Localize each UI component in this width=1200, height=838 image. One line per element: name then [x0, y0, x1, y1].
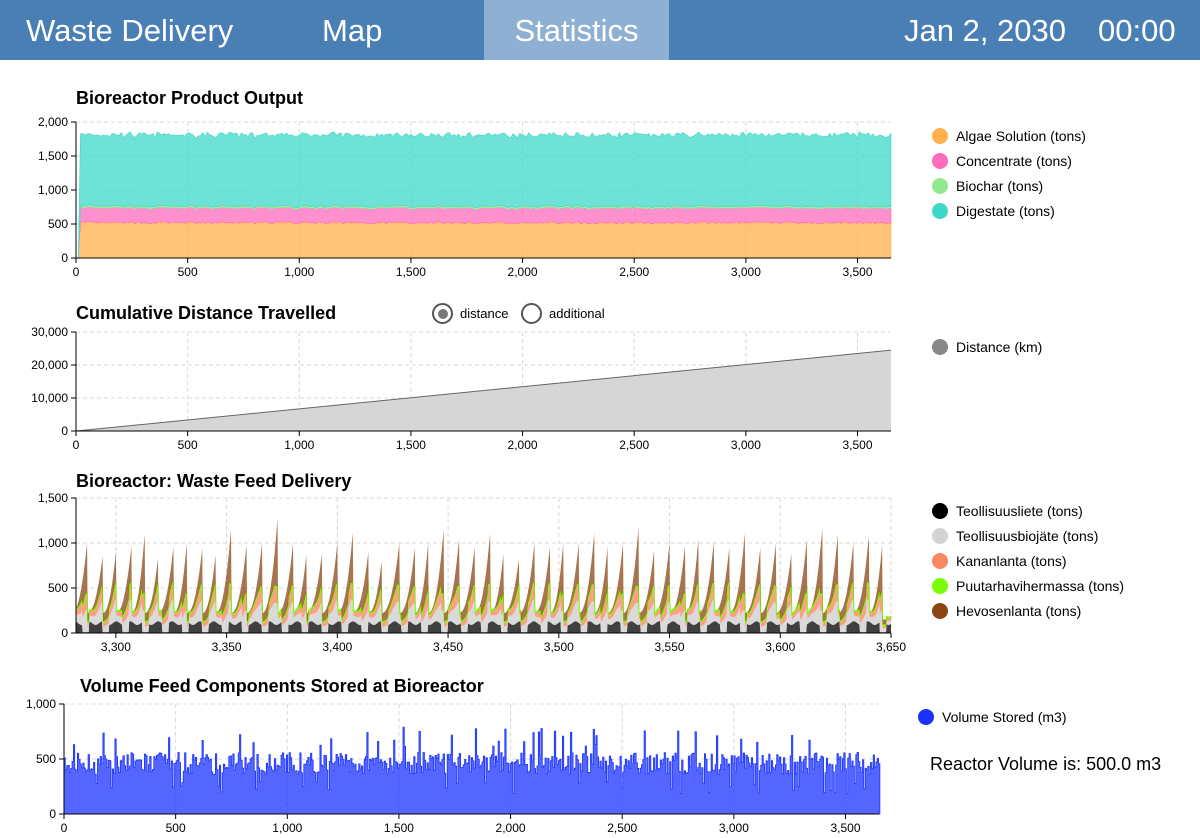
distance-title: Cumulative Distance Travelled	[76, 303, 337, 323]
radio-distance-label: distance	[460, 306, 509, 321]
volume-ytick-label-0: 0	[49, 807, 56, 821]
feed-area-1	[76, 599, 891, 633]
biochar-swatch	[932, 178, 948, 194]
legend-label-puutarhavihermassa: Puutarhavihermassa (tons)	[956, 578, 1125, 594]
product-output-chart: 0 500 1,000 1,500 2,000 0 500 1,000 1,500 2,000 2,…	[38, 115, 892, 279]
concentrate-swatch	[932, 153, 948, 169]
volume-xtick-label-1: 500	[166, 821, 186, 835]
tab-map[interactable]: Map	[322, 13, 383, 48]
distance-ytick-label-1: 10,000	[31, 391, 68, 405]
legend-label-volume: Volume Stored (m3)	[942, 709, 1067, 725]
waste-feed-title: Bioreactor: Waste Feed Delivery	[76, 471, 352, 491]
product-xtick-label-6: 3,000	[731, 265, 761, 279]
product-ytick-label-3: 1,500	[38, 149, 68, 163]
feed-xtick-label-6: 3,600	[765, 640, 795, 654]
distance-ytick-label-0: 0	[61, 424, 68, 438]
feed-xtick-label-5: 3,550	[655, 640, 685, 654]
distance-ytick-label-2: 20,000	[31, 358, 68, 372]
algae-swatch	[932, 128, 948, 144]
hevosenlanta-swatch	[932, 603, 948, 619]
distance-line	[75, 349, 892, 432]
current-date: Jan 2, 2030	[904, 13, 1067, 48]
volume-title: Volume Feed Components Stored at Bioreac…	[80, 676, 484, 696]
volume-swatch	[918, 709, 934, 725]
tab-statistics[interactable]: Statistics	[484, 0, 669, 60]
feed-xtick-label-4: 3,500	[544, 640, 574, 654]
distance-swatch	[932, 339, 948, 355]
product-xtick-label-2: 1,000	[284, 265, 314, 279]
distance-xtick-label-1: 500	[178, 438, 198, 452]
volume-area	[63, 726, 881, 815]
legend-label-concentrate: Concentrate (tons)	[956, 153, 1072, 169]
radio-additional-circle[interactable]	[521, 303, 542, 324]
legend-label-digestate: Digestate (tons)	[956, 203, 1055, 219]
volume-xtick-label-7: 3,500	[830, 821, 860, 835]
distance-xtick-label-2: 1,000	[284, 438, 314, 452]
teollisuusliete-swatch	[932, 503, 948, 519]
legend-label-distance: Distance (km)	[956, 339, 1043, 355]
product-ytick-label-2: 1,000	[38, 183, 68, 197]
volume-xtick-label-0: 0	[61, 821, 68, 835]
distance-xtick-label-5: 2,500	[619, 438, 649, 452]
digestate-swatch	[932, 203, 948, 219]
feed-area-2	[76, 583, 891, 629]
puutarhavihermassa-swatch	[932, 578, 948, 594]
product-output-title: Bioreactor Product Output	[76, 88, 304, 108]
product-xtick-label-0: 0	[73, 265, 80, 279]
distance-xtick-label-3: 1,500	[396, 438, 426, 452]
waste-feed-chart: 0 500 1,000 1,500 3,300 3,350 3,400 3,450 3,500 3…	[38, 491, 906, 654]
volume-xtick-label-5: 2,500	[607, 821, 637, 835]
product-ytick-label-1: 500	[48, 217, 68, 231]
product-area-3	[76, 131, 892, 259]
feed-area-3	[75, 581, 892, 626]
legend-label-biochar: Biochar (tons)	[956, 178, 1044, 194]
feed-xtick-label-7: 3,650	[876, 640, 906, 654]
volume-xtick-label-2: 1,000	[272, 821, 302, 835]
reactor-volume-text: Reactor Volume is: 500.0 m3	[930, 754, 1162, 774]
distance-xtick-label-7: 3,500	[842, 438, 872, 452]
feed-ytick-label-2: 1,000	[38, 536, 68, 550]
product-xtick-label-3: 1,500	[396, 265, 426, 279]
legend-label-kananlanta: Kananlanta (tons)	[956, 553, 1067, 569]
product-xtick-label-1: 500	[178, 265, 198, 279]
legend-label-algae: Algae Solution (tons)	[956, 128, 1086, 144]
volume-chart: 0 500 1,000 0 500 1,000 1,500 2,000 2,500 3,000 3,…	[26, 697, 881, 835]
product-ytick-label-0: 0	[61, 251, 68, 265]
distance-xtick-label-4: 2,000	[508, 438, 538, 452]
distance-xtick-label-6: 3,000	[731, 438, 761, 452]
feed-xtick-label-3: 3,450	[433, 640, 463, 654]
top-nav-bar: Waste Delivery Map Statistics Jan 2, 203…	[0, 0, 1200, 60]
volume-ytick-label-2: 1,000	[26, 697, 56, 711]
distance-chart: 0 10,000 20,000 30,000 0 500 1,000 1,500 2,000 2,…	[31, 325, 892, 452]
volume-xtick-label-6: 3,000	[719, 821, 749, 835]
product-ytick-label-4: 2,000	[38, 115, 68, 129]
feed-ytick-label-3: 1,500	[38, 491, 68, 505]
product-xtick-label-5: 2,500	[619, 265, 649, 279]
product-area-0	[76, 221, 892, 259]
legend-label-teollisuusbiojate: Teollisuusbiojäte (tons)	[956, 528, 1099, 544]
feed-ytick-label-0: 0	[61, 626, 68, 640]
feed-ytick-label-1: 500	[48, 581, 68, 595]
volume-xtick-label-3: 1,500	[384, 821, 414, 835]
app-title[interactable]: Waste Delivery	[26, 13, 234, 48]
feed-area-4	[76, 517, 891, 625]
feed-xtick-label-0: 3,300	[101, 640, 131, 654]
product-xtick-label-7: 3,500	[842, 265, 872, 279]
legend-label-teollisuusliete: Teollisuusliete (tons)	[956, 503, 1083, 519]
teollisuusbiojate-swatch	[932, 528, 948, 544]
legend-label-hevosenlanta: Hevosenlanta (tons)	[956, 603, 1082, 619]
distance-ytick-label-3: 30,000	[31, 325, 68, 339]
current-time: 00:00	[1098, 13, 1176, 48]
feed-xtick-label-2: 3,400	[322, 640, 352, 654]
feed-xtick-label-1: 3,350	[212, 640, 242, 654]
kananlanta-swatch	[932, 553, 948, 569]
feed-area-0	[76, 621, 891, 633]
product-xtick-label-4: 2,000	[508, 265, 538, 279]
radio-additional-label: additional	[549, 306, 605, 321]
volume-xtick-label-4: 2,000	[496, 821, 526, 835]
radio-distance-circle[interactable]	[432, 303, 453, 324]
volume-ytick-label-1: 500	[36, 752, 56, 766]
distance-area	[76, 350, 891, 431]
distance-xtick-label-0: 0	[73, 438, 80, 452]
